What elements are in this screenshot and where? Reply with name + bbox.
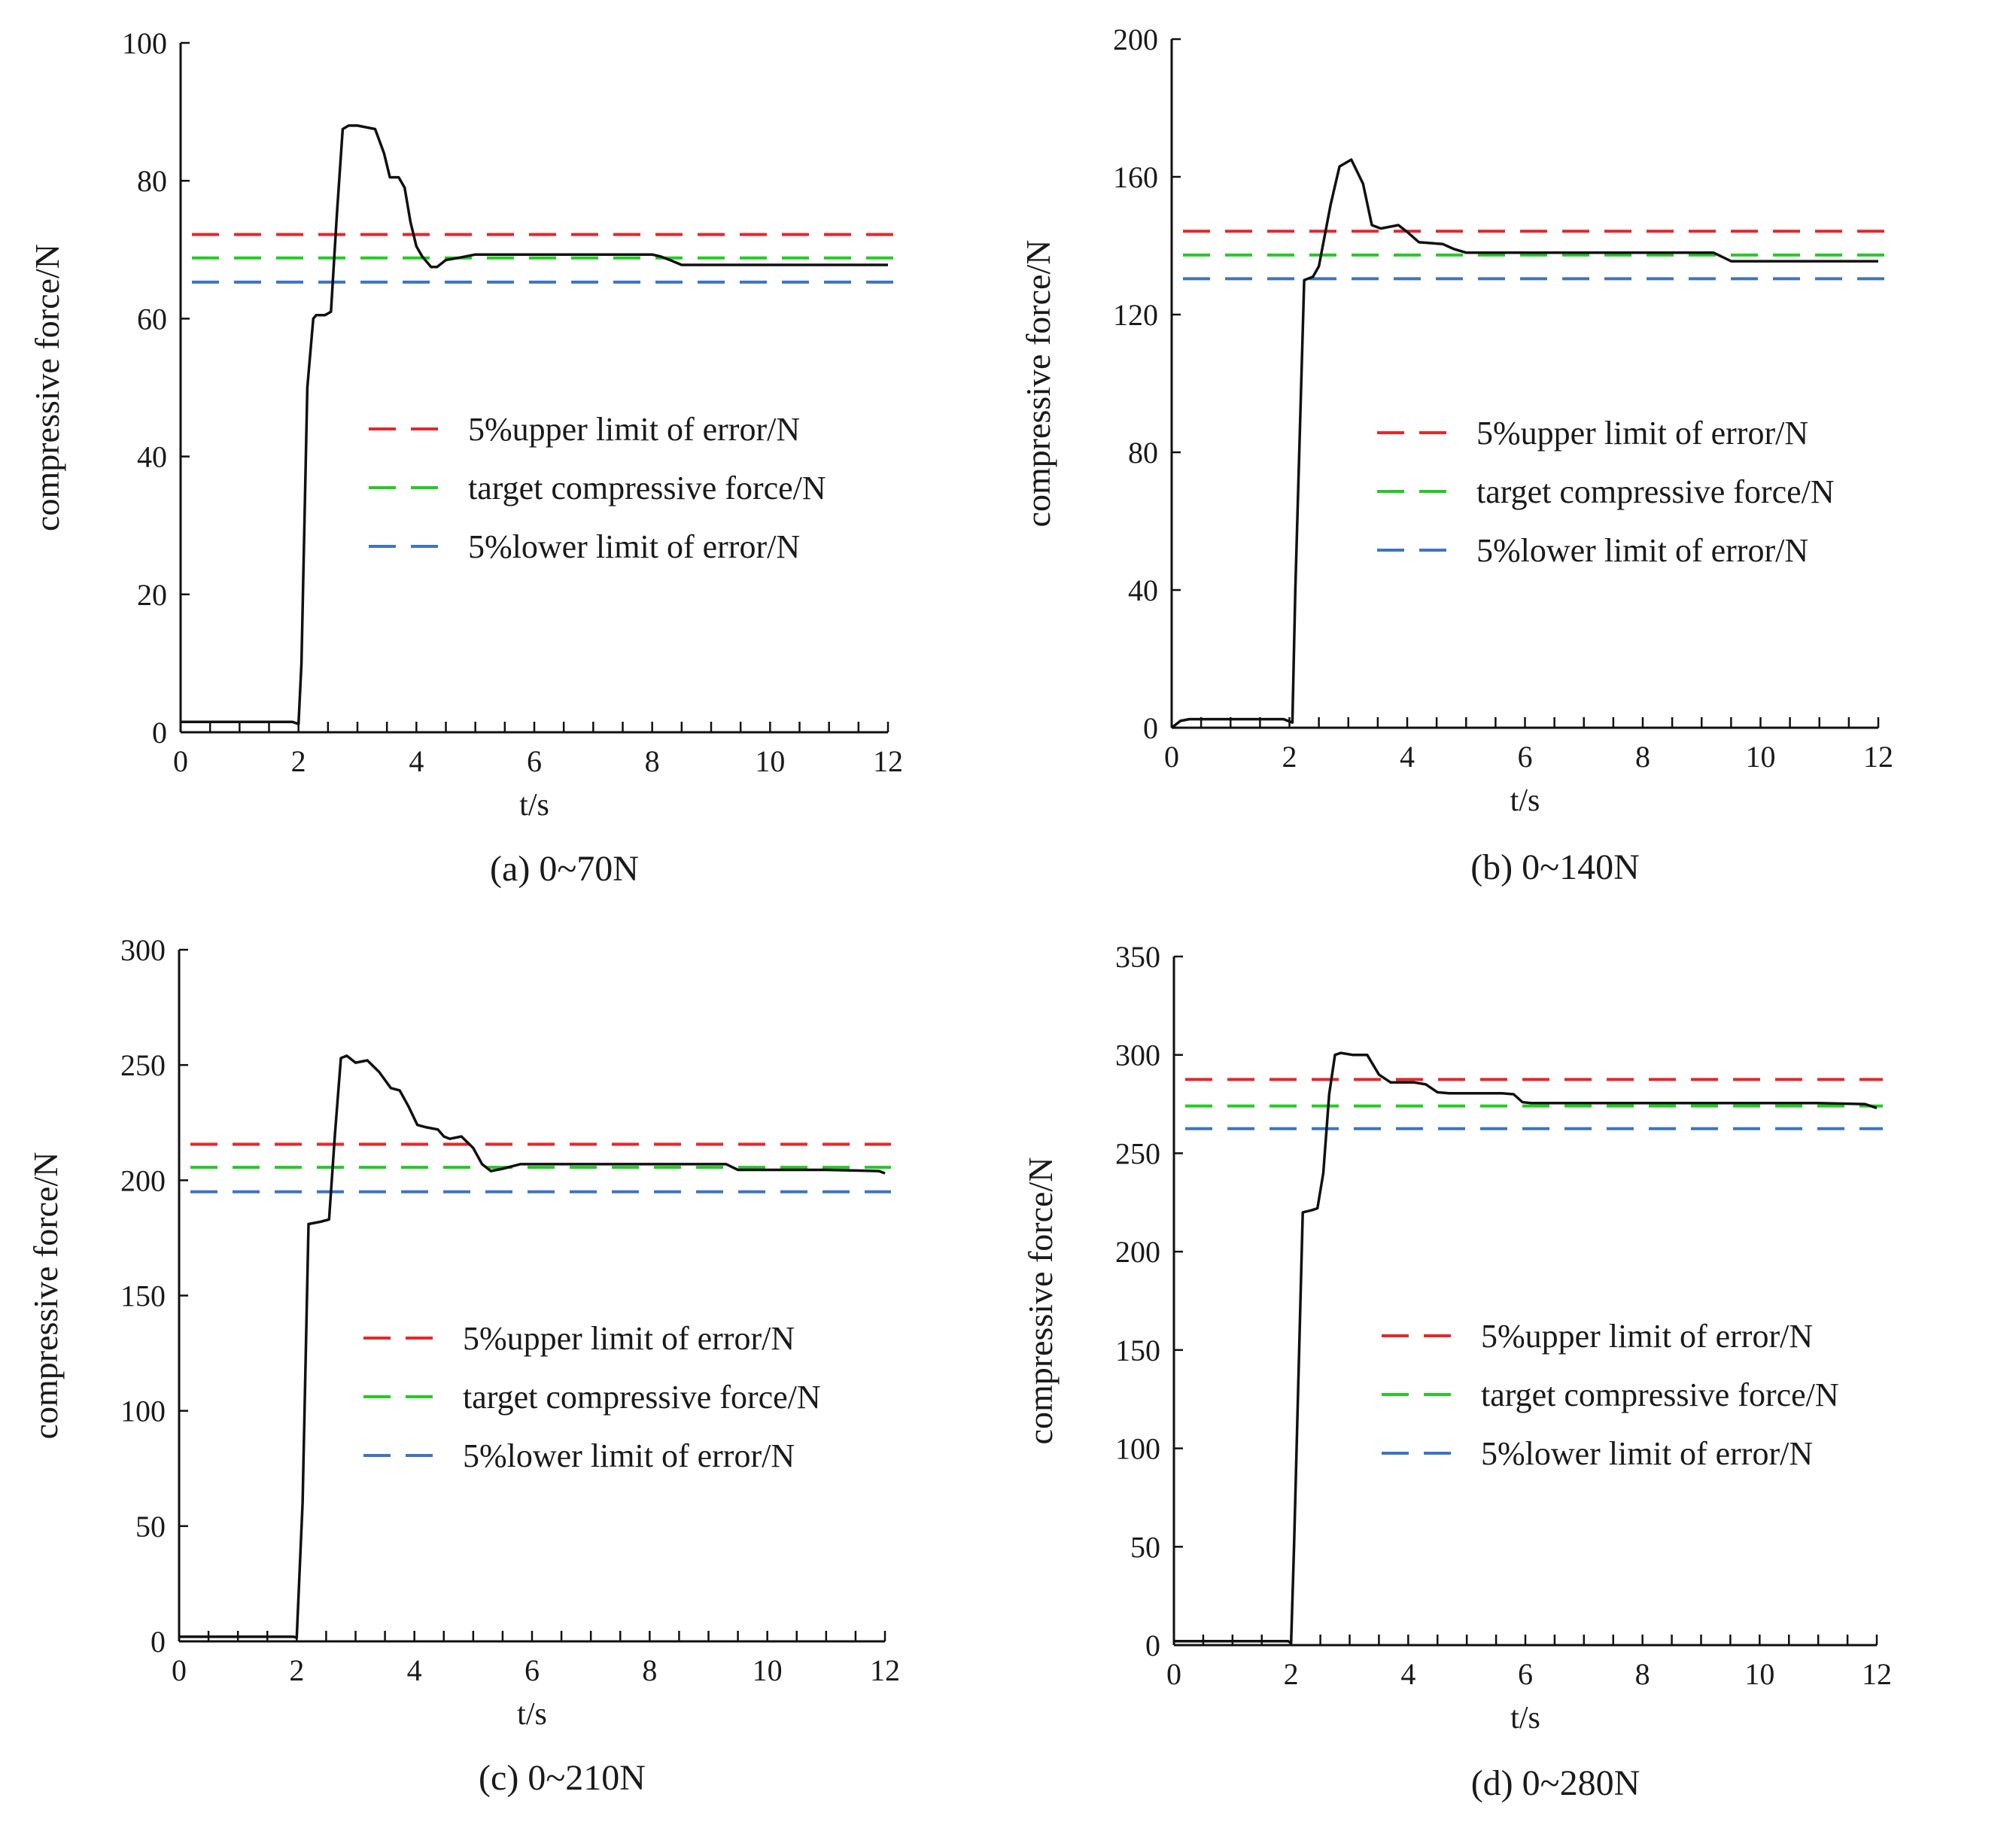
response-curve — [179, 1054, 886, 1640]
x-tick-label: 2 — [291, 744, 306, 778]
y-tick-label: 50 — [135, 1510, 166, 1544]
x-axis-label: t/s — [1510, 1701, 1540, 1735]
y-tick-label: 150 — [1115, 1334, 1160, 1367]
x-tick-label: 6 — [527, 744, 542, 778]
x-tick-label: 0 — [172, 1653, 187, 1687]
x-tick-label: 10 — [753, 1653, 783, 1687]
y-tick-label: 250 — [120, 1048, 166, 1082]
chart-panel-c: 0 50 100 150 200 250 300 0 2 4 6 8 10 12 t/s compressiv… — [26, 933, 900, 1798]
y-tick-label: 250 — [1115, 1136, 1160, 1170]
x-tick-label: 6 — [525, 1653, 540, 1687]
panel-caption-a: (a) 0~70N — [490, 849, 639, 889]
x-tick-label: 2 — [1284, 1657, 1299, 1691]
x-tick-label: 6 — [1518, 1657, 1533, 1691]
y-tick-label: 0 — [152, 716, 167, 750]
y-tick-label: 160 — [1113, 160, 1158, 194]
legend-label-lower: 5%lower limit of error/N — [1476, 532, 1808, 569]
x-tick-label: 10 — [1746, 740, 1776, 774]
x-tick-label: 12 — [1863, 740, 1893, 774]
y-tick-label: 40 — [137, 440, 167, 474]
y-tick-label: 200 — [1113, 23, 1158, 56]
x-axis-label: t/s — [1510, 783, 1540, 818]
y-axis-label: compressive force/N — [28, 244, 66, 531]
x-tick-label: 8 — [1635, 1657, 1650, 1691]
x-tick-label: 8 — [1635, 740, 1650, 774]
response-curve — [1174, 1051, 1878, 1645]
x-tick-label: 2 — [289, 1653, 304, 1687]
chart-panel-a: 0 20 40 60 80 100 0 2 4 6 8 10 12 t/s compressive forc… — [28, 26, 903, 889]
x-axis-label: t/s — [517, 1697, 547, 1732]
x-tick-label: 12 — [1862, 1657, 1892, 1691]
x-tick-label: 2 — [1282, 740, 1297, 774]
y-tick-label: 300 — [120, 933, 166, 967]
x-tick-label: 6 — [1518, 740, 1533, 774]
response-curve — [1170, 158, 1878, 729]
y-tick-label: 60 — [137, 302, 167, 336]
legend-label-target: target compressive force/N — [1481, 1376, 1839, 1413]
y-tick-label: 100 — [120, 1395, 166, 1428]
y-tick-label: 50 — [1130, 1530, 1160, 1564]
y-tick-label: 0 — [1145, 1629, 1160, 1662]
y-axis-label: compressive force/N — [1021, 1157, 1060, 1445]
y-tick-label: 300 — [1115, 1039, 1160, 1072]
response-curve — [181, 124, 888, 725]
legend-label-lower: 5%lower limit of error/N — [463, 1437, 795, 1474]
y-axis-label: compressive force/N — [1019, 240, 1057, 528]
y-tick-label: 150 — [120, 1279, 166, 1313]
y-tick-label: 100 — [1115, 1432, 1160, 1466]
x-tick-label: 10 — [755, 744, 785, 778]
x-tick-label: 0 — [1164, 740, 1179, 774]
y-tick-label: 80 — [137, 164, 167, 198]
y-tick-label: 200 — [120, 1163, 166, 1197]
x-tick-label: 12 — [870, 1653, 900, 1687]
x-tick-label: 4 — [1400, 740, 1415, 774]
x-tick-label: 8 — [642, 1653, 657, 1687]
chart-panel-b: 0 40 80 120 160 200 0 2 4 6 8 10 12 t/s compressive fo… — [1019, 23, 1893, 887]
y-tick-label: 0 — [1143, 711, 1158, 745]
y-tick-label: 40 — [1128, 573, 1158, 607]
legend-label-target: target compressive force/N — [1476, 473, 1835, 510]
legend-label-upper: 5%upper limit of error/N — [1476, 415, 1808, 452]
y-tick-label: 100 — [122, 26, 167, 60]
x-tick-label: 10 — [1744, 1657, 1774, 1691]
legend-label-lower: 5%lower limit of error/N — [1481, 1435, 1813, 1472]
y-tick-label: 120 — [1113, 298, 1158, 332]
y-tick-label: 20 — [137, 578, 167, 612]
y-tick-label: 200 — [1115, 1235, 1160, 1269]
panel-caption-c: (c) 0~210N — [479, 1758, 646, 1798]
panel-caption-b: (b) 0~140N — [1470, 847, 1640, 887]
x-tick-label: 0 — [1166, 1657, 1181, 1691]
x-tick-label: 0 — [173, 744, 188, 778]
y-tick-label: 350 — [1115, 940, 1160, 974]
y-axis-label: compressive force/N — [26, 1152, 65, 1440]
legend-label-upper: 5%upper limit of error/N — [468, 411, 800, 448]
y-tick-label: 80 — [1128, 436, 1158, 470]
chart-panel-d: 0 50 100 150 200 250 300 350 0 2 4 6 8 10 12 t/s compres… — [1021, 940, 1892, 1803]
x-axis-label: t/s — [519, 788, 549, 823]
x-tick-label: 4 — [1400, 1657, 1415, 1691]
legend-label-upper: 5%upper limit of error/N — [1481, 1318, 1813, 1355]
legend-label-lower: 5%lower limit of error/N — [468, 528, 800, 565]
legend-label-target: target compressive force/N — [463, 1379, 821, 1416]
legend-label-upper: 5%upper limit of error/N — [463, 1320, 795, 1357]
y-tick-label: 0 — [151, 1625, 166, 1659]
x-tick-label: 8 — [645, 744, 660, 778]
x-tick-label: 4 — [407, 1653, 422, 1687]
panel-caption-d: (d) 0~280N — [1471, 1763, 1640, 1803]
legend-label-target: target compressive force/N — [468, 470, 826, 506]
x-tick-label: 12 — [873, 744, 903, 778]
x-tick-label: 4 — [409, 744, 424, 778]
